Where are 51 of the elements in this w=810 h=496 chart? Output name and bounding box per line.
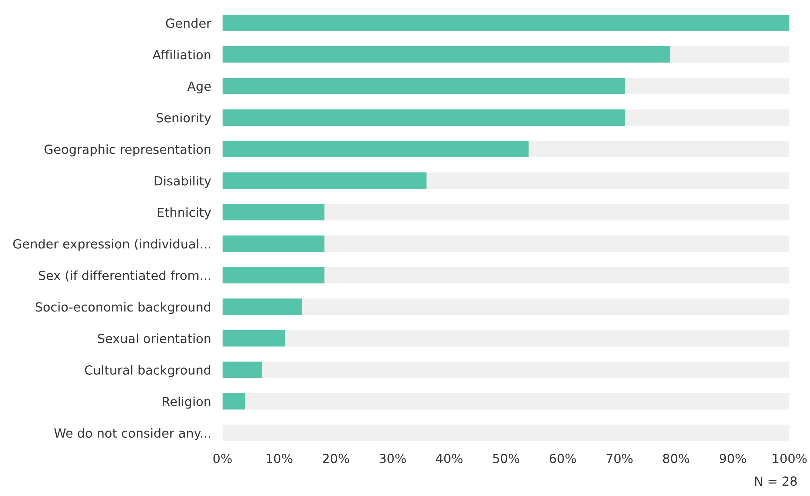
y-tick-label: Affiliation	[152, 50, 211, 60]
y-tick-label: Sexual orientation	[98, 334, 211, 344]
x-tick-label: 40%	[436, 454, 463, 464]
bar	[222, 393, 246, 410]
bar	[222, 110, 626, 126]
x-tick-label: 30%	[380, 454, 406, 464]
bar	[222, 362, 262, 378]
bar	[528, 141, 790, 158]
x-tick-label: 10%	[266, 454, 293, 464]
y-tick-label: Gender expression (individual...	[13, 239, 210, 252]
bar	[222, 46, 671, 63]
x-tick-label: 90%	[720, 454, 746, 464]
bar	[324, 236, 790, 252]
x-tick-label: 100%	[773, 454, 807, 464]
bar	[245, 393, 790, 410]
y-tick-label: Cultural background	[85, 365, 211, 378]
bar	[262, 362, 790, 378]
x-tick-label: 60%	[550, 454, 576, 464]
bar	[324, 204, 790, 221]
text: N = 28	[755, 476, 797, 486]
x-tick-label: 70%	[606, 454, 633, 464]
bar	[324, 267, 790, 284]
bar	[222, 15, 790, 32]
bar	[222, 172, 427, 190]
y-tick-label: Religion	[163, 396, 211, 409]
bar	[625, 110, 790, 126]
y-tick-label: Gender	[166, 18, 212, 28]
bar	[222, 267, 325, 284]
y-tick-label: Ethnicity	[158, 208, 212, 220]
bar	[222, 78, 626, 94]
bar	[222, 204, 325, 221]
y-tick-label: Sex (if differentiated from...	[39, 270, 210, 282]
x-tick-label: 20%	[323, 454, 350, 464]
bar	[222, 330, 286, 347]
bar	[302, 298, 790, 316]
x-tick-label: 80%	[663, 454, 690, 464]
bar	[222, 141, 529, 158]
x-tick-label: 0%	[214, 454, 232, 464]
y-tick-label: Socio-economic background	[36, 302, 210, 314]
bar	[222, 236, 325, 252]
y-tick-label: Geographic representation	[44, 144, 211, 157]
bar	[625, 78, 790, 94]
y-tick-label: Age	[188, 82, 211, 94]
bar	[285, 330, 790, 347]
y-tick-label: Seniority	[156, 113, 212, 126]
bar	[222, 298, 302, 316]
y-tick-label: We do not consider any...	[54, 428, 210, 440]
x-tick-label: 50%	[493, 454, 520, 464]
y-tick-label: Disability	[154, 176, 212, 188]
bar	[426, 172, 790, 190]
bar	[670, 46, 790, 63]
